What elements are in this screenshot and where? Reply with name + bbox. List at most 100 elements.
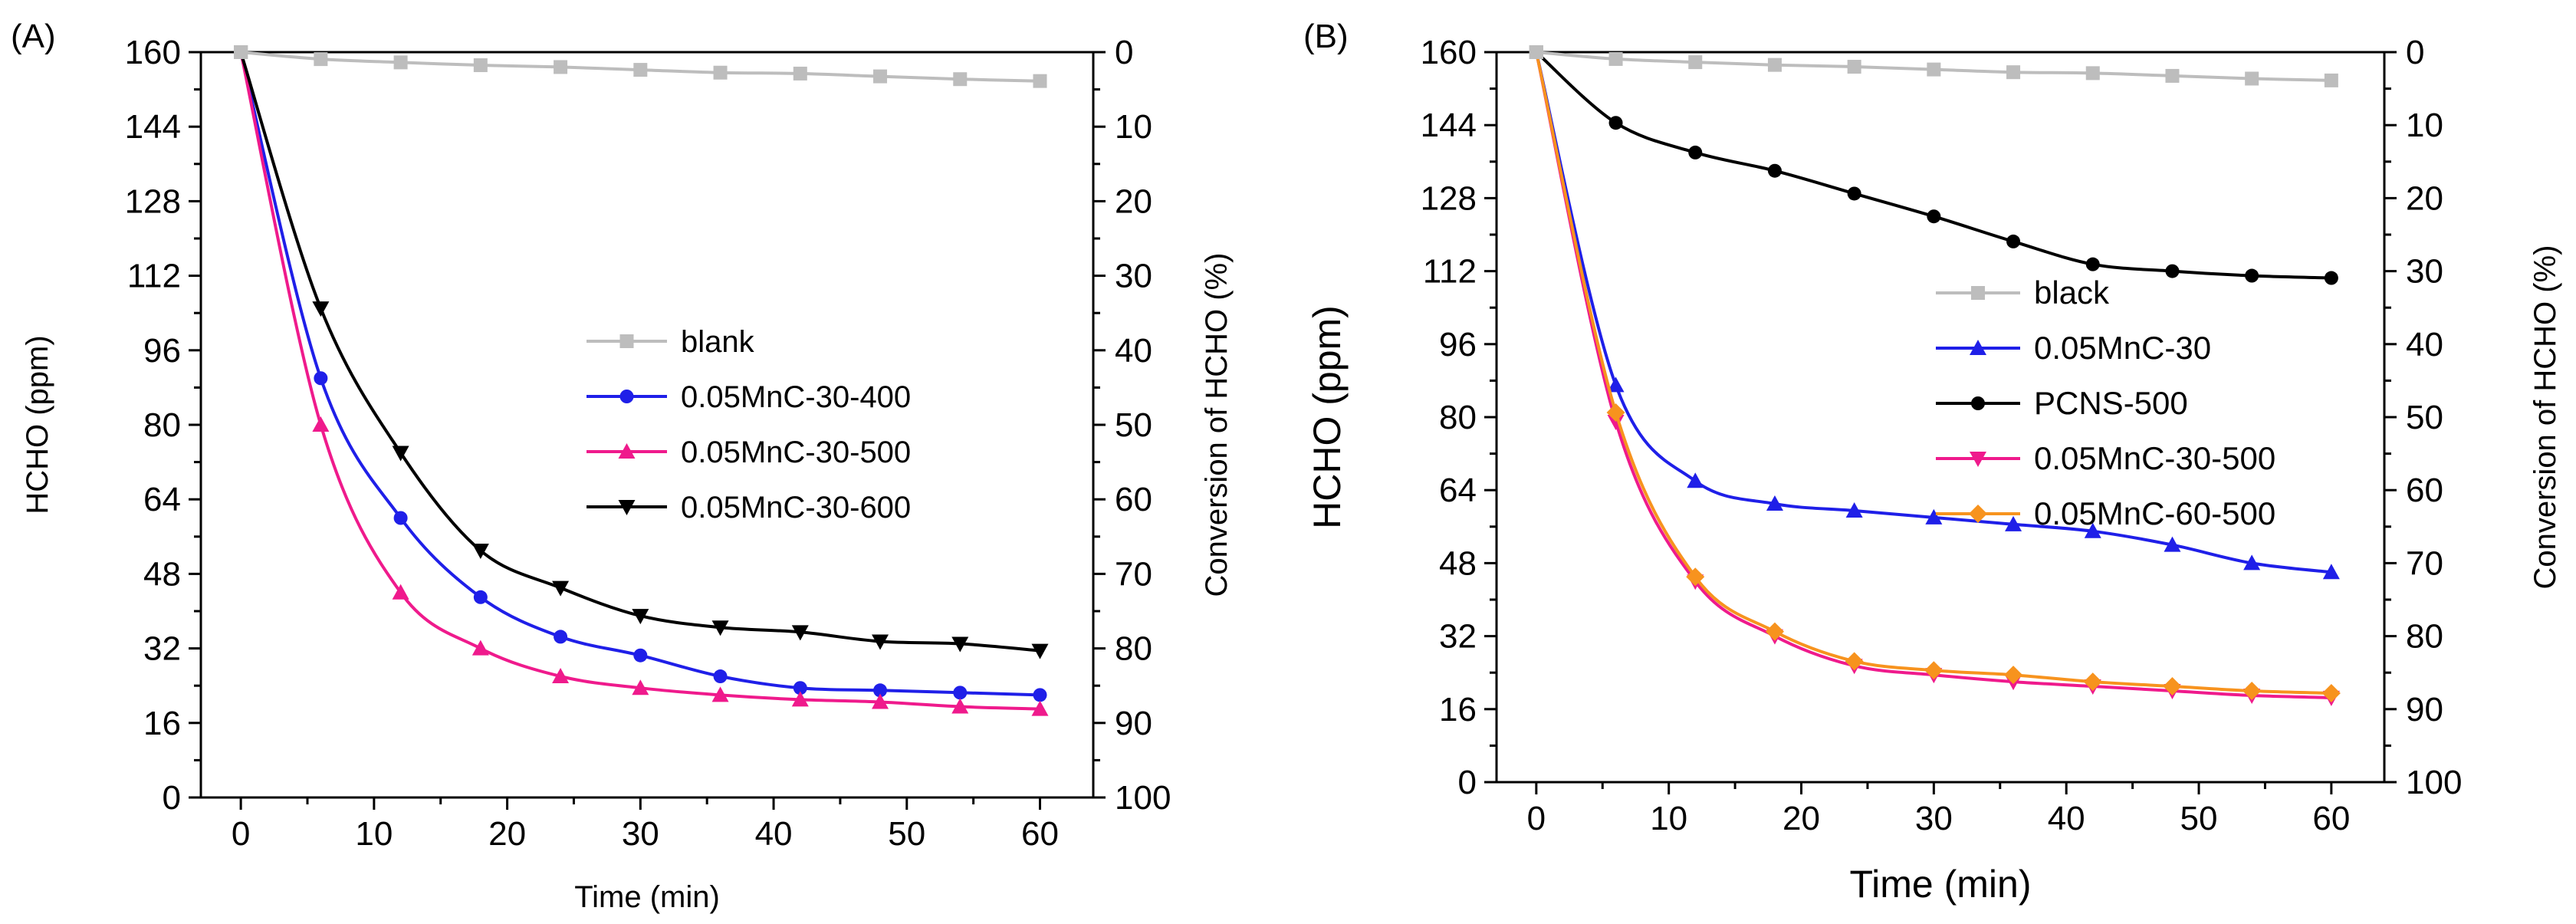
data-point [2245,268,2259,283]
data-point [873,683,888,698]
y-axis-title: HCHO (ppm) [21,335,54,514]
x-tick-label: 0 [232,815,250,853]
data-point [1927,209,1941,224]
data-point [2324,73,2338,87]
x-tick-label: 0 [1527,800,1546,837]
y-tick-label: 160 [125,34,181,71]
data-point [1765,622,1784,641]
data-point [1767,163,1782,178]
y-tick-label: 160 [1421,34,1477,71]
series-line [239,51,1040,653]
legend: blank 0.05MnC-30-400 0.05MnC-30-500 0.05MnC… [586,325,911,524]
y2-tick-label: 60 [1115,481,1152,518]
data-point [2322,564,2340,580]
series-line [1534,51,2331,699]
data-point [314,52,328,67]
x-tick-label: 40 [755,815,793,853]
data-point [1845,501,1863,518]
legend-marker [618,443,636,459]
y-tick-label: 80 [1439,399,1477,436]
y2-tick-label: 40 [2406,326,2443,363]
data-point [1766,495,1783,511]
y-tick-label: 64 [143,481,181,518]
series-0 [1529,45,2338,87]
x-tick-label: 20 [488,815,526,853]
data-point [873,69,888,84]
y2-tick-label: 100 [2406,764,2462,801]
data-point [1924,661,1944,680]
series-line [1534,51,2332,574]
legend-label: 0.05MnC-30-500 [2034,440,2275,476]
data-point [554,60,568,74]
y2-tick-label: 100 [1115,779,1171,817]
data-point [1925,508,1943,524]
data-point [234,45,248,59]
data-point [951,636,969,653]
data-point [1606,403,1625,423]
x-tick-label: 30 [1915,800,1953,837]
data-point [393,55,408,70]
legend-label: blank [681,325,755,359]
panel-label: (B) [1303,18,1349,55]
data-point [1845,652,1864,671]
legend-marker [1971,396,1985,410]
x-tick-label: 20 [1783,800,1820,837]
data-point [951,698,969,714]
legend-marker [618,500,636,515]
y2-tick-label: 20 [1115,182,1152,220]
y2-axis-title: Conversion of HCHO (%) [1200,252,1234,597]
y-tick-label: 16 [1439,691,1477,728]
series-3 [1529,45,2340,706]
y2-tick-label: 0 [1115,34,1133,71]
series-2 [1529,45,2338,285]
x-tick-label: 30 [622,815,659,853]
y2-tick-label: 20 [2406,179,2443,217]
y2-tick-label: 80 [2406,618,2443,656]
data-point [2084,522,2101,538]
data-point [393,511,408,525]
data-point [1031,643,1049,659]
legend-marker [1969,505,1987,523]
data-point [953,72,968,87]
data-point [1686,567,1705,587]
y-tick-label: 128 [1421,179,1477,217]
chart-panel-a: 0 10 20 30 40 50 60 0 16 32 48 64 80 96 112 128 144 160 0 1… [11,18,1234,914]
data-point [713,65,728,80]
data-point [793,66,807,81]
y-tick-label: 80 [143,406,181,444]
data-point [632,679,649,695]
data-point [2324,271,2338,285]
data-point [872,634,889,650]
data-point [793,681,807,695]
y-tick-label: 48 [143,555,181,593]
data-point [2006,65,2021,80]
y2-tick-label: 40 [1115,332,1152,370]
series-line [1534,51,2331,695]
panel-label: (A) [11,18,56,55]
data-point [554,630,568,644]
y2-tick-label: 90 [2406,691,2443,728]
data-point [2163,677,2182,696]
y-tick-label: 144 [125,108,181,146]
data-point [791,625,809,641]
y2-tick-label: 60 [2406,472,2443,509]
x-tick-label: 50 [2180,800,2218,837]
x-tick-label: 50 [888,815,925,853]
legend-marker [619,334,634,348]
y2-tick-label: 10 [1115,108,1152,146]
data-point [472,640,489,656]
data-point [1688,145,1703,159]
data-point [2085,66,2100,81]
data-point [2321,683,2341,702]
x-tick-label: 40 [2048,800,2085,837]
legend-marker [1970,452,1986,467]
y-tick-label: 32 [143,630,181,668]
data-point [633,63,648,77]
data-point [2243,554,2261,571]
y-tick-label: 16 [143,705,181,742]
data-point [392,446,409,462]
data-point [1767,58,1782,72]
data-point [2005,515,2022,531]
y-tick-label: 112 [1423,253,1477,291]
data-point [1608,51,1623,66]
